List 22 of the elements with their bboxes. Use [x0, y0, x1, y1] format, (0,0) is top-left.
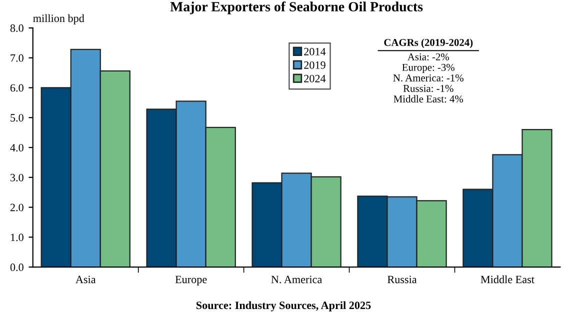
annotation: Asia: -2% Europe: -3% N. America: -1% Russia: -1% Middle East: 4% — [393, 53, 464, 103]
y-tick-label: 7.0 — [10, 54, 24, 62]
legend-label: 2014 — [304, 48, 326, 56]
y-tick-label: 5.0 — [10, 114, 24, 122]
source-note: Source: Industry Sources, April 2025 — [196, 301, 371, 312]
y-tick-label: 3.0 — [10, 174, 24, 182]
y-tick-label: 4.0 — [10, 144, 24, 152]
x-tick-label: Europe — [175, 276, 207, 286]
y-tick-label: 2.0 — [10, 204, 24, 212]
y-tick-label: 0.0 — [10, 264, 24, 272]
x-tick-label: Russia — [388, 276, 417, 284]
x-tick-label: N. America — [271, 276, 322, 284]
y-axis-title: million bpd — [33, 14, 84, 24]
legend-label: 2024 — [304, 74, 326, 82]
x-tick-label: Asia — [76, 276, 96, 284]
chart-title: Major Exporters of Seaborne Oil Products — [170, 1, 423, 14]
y-tick-label: 1.0 — [10, 234, 24, 242]
legend-label: 2019 — [304, 61, 326, 69]
y-tick-label: 8.0 — [10, 24, 24, 32]
y-tick-label: 6.0 — [10, 84, 24, 92]
x-tick-label: Middle East — [480, 275, 534, 284]
annotation: CAGRs (2019-2024) — [384, 38, 473, 48]
